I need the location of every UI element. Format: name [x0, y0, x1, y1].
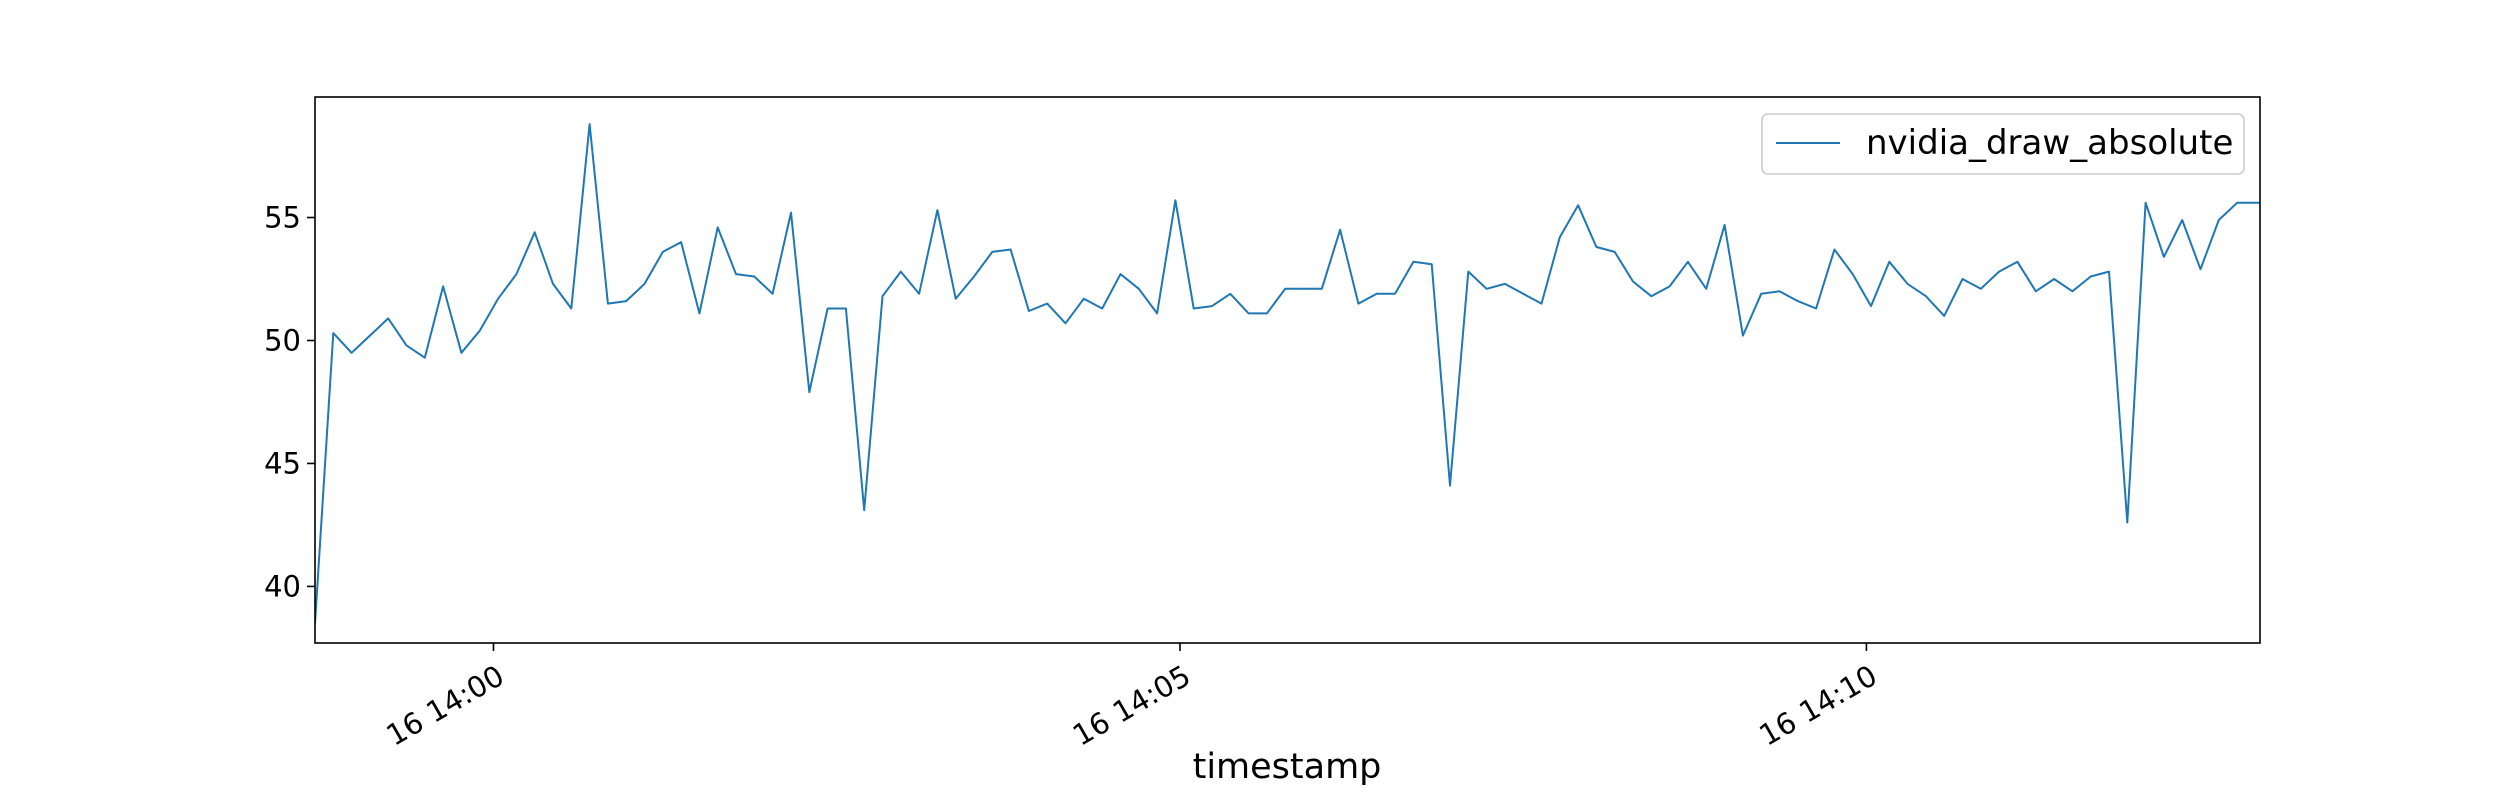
x-axis: 16 14:00 16 14:05 16 14:10	[380, 643, 1883, 753]
legend-box	[1761, 113, 2245, 175]
plot-frame	[314, 96, 2261, 644]
x-tick-label: 16 14:00	[380, 658, 509, 752]
legend-label: nvidia_draw_absolute	[1866, 123, 2233, 163]
y-tick-label: 55	[264, 201, 301, 235]
y-tick-label: 50	[264, 323, 301, 357]
plot-area	[315, 123, 2260, 624]
y-tick-label: 40	[264, 569, 301, 603]
x-axis-label: timestamp	[1193, 747, 1382, 787]
x-tick-label: 16 14:10	[1753, 658, 1882, 752]
legend: nvidia_draw_absolute	[1761, 113, 2245, 175]
x-tick-label: 16 14:05	[1067, 658, 1196, 752]
y-axis: 40 45 50 55	[264, 201, 315, 603]
series-line-nvidia_draw_absolute	[315, 123, 2260, 624]
y-tick-label: 45	[264, 446, 301, 480]
